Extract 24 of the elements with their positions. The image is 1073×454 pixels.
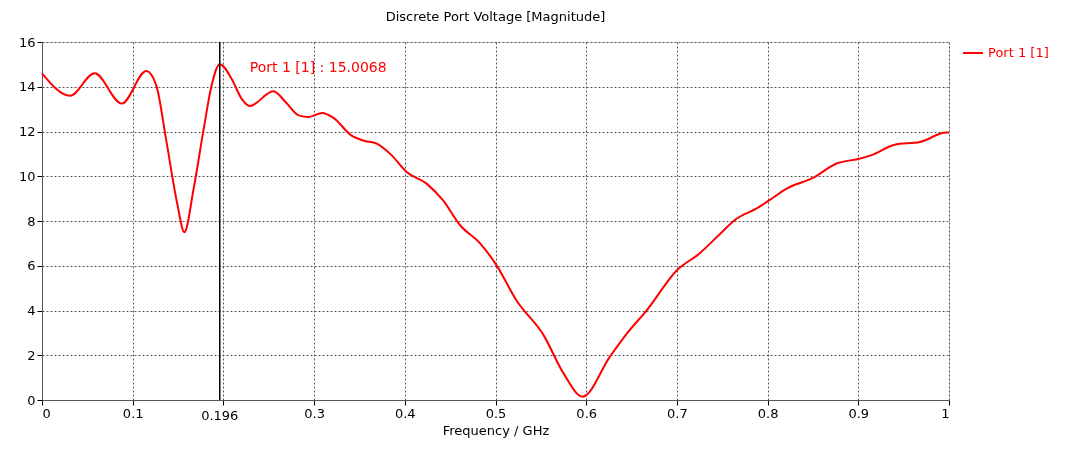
legend-label: Port 1 [1] [988,45,1049,60]
y-tick-label: 8 [27,213,36,229]
x-tick-label: 1 [941,405,950,421]
y-tick-label: 12 [18,124,36,139]
y-tick-label: 0 [27,392,36,408]
chart-title: Discrete Port Voltage [Magnitude] [385,9,606,24]
x-tick-label: 0.7 [667,405,688,421]
x-tick-label: 0.5 [485,405,507,421]
x-tick-label: 0.6 [576,405,598,421]
y-tick-label: 14 [18,79,36,95]
y-tick-label: 16 [18,34,36,50]
x-tick-label: 0.9 [848,405,870,421]
y-tick-label: 2 [27,347,36,363]
x-tick-label: 0.8 [757,405,779,421]
y-tick-label: 6 [27,258,36,274]
x-axis-title: Frequency / GHz [442,422,550,438]
annotation: Port 1 [1] : 15.0068 [249,59,387,76]
y-tick-label: 10 [18,168,36,184]
x-tick-label: 0.1 [122,405,144,421]
y-tick-label: 4 [27,303,36,318]
ref-line-label: 0.196 [201,408,239,423]
x-tick-label: 0.3 [304,405,325,421]
x-tick-label: 0 [42,405,51,421]
x-tick-label: 0.4 [394,405,416,421]
